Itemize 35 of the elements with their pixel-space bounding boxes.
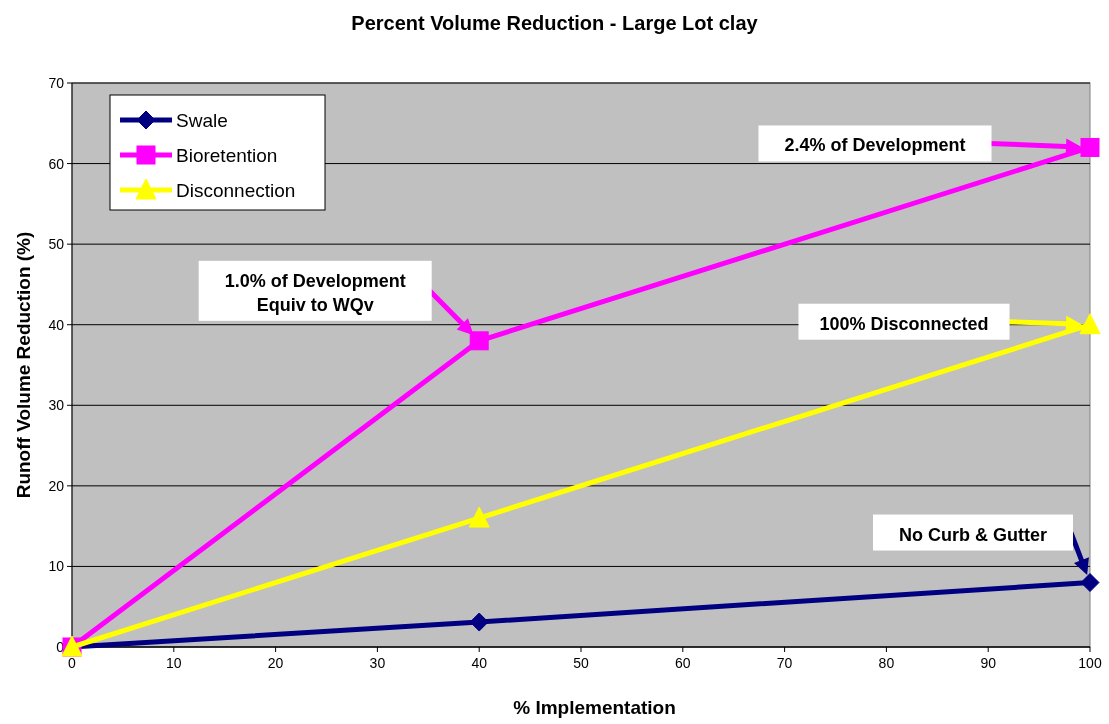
- x-tick-label: 0: [68, 655, 77, 671]
- annotation: 1.0% of Development Equiv to WQv: [224, 270, 406, 315]
- x-tick-label: 100: [1078, 655, 1102, 671]
- y-tick-label: 30: [48, 397, 65, 414]
- point: [469, 612, 489, 632]
- x-tick-label: 10: [166, 655, 182, 671]
- y-tick-label: 40: [48, 316, 65, 333]
- annotation: 2.4% of Development: [784, 135, 966, 156]
- point: [469, 331, 489, 351]
- x-tick-label: 60: [675, 655, 691, 671]
- y-tick-label: 10: [48, 558, 65, 575]
- x-tick-label: 30: [369, 655, 386, 671]
- legend-label: Bioretention: [176, 145, 278, 166]
- y-tick-label: 60: [48, 155, 65, 172]
- annotation: No Curb & Gutter: [899, 524, 1047, 545]
- annotation: 100% Disconnected: [819, 313, 989, 334]
- point: [1080, 573, 1100, 593]
- chart-title: Percent Volume Reduction - Large Lot clay: [351, 12, 759, 34]
- point: [1079, 313, 1101, 335]
- x-tick-label: 20: [267, 655, 284, 671]
- x-tick-label: 80: [878, 655, 895, 671]
- y-axis-title: Runoff Volume Reduction (%): [13, 231, 34, 499]
- point: [468, 506, 490, 528]
- x-tick-label: 40: [471, 655, 488, 671]
- y-tick-label: 50: [48, 236, 65, 253]
- x-tick-label: 90: [980, 655, 997, 671]
- legend-label: Swale: [176, 110, 228, 131]
- y-tick-label: 70: [48, 75, 65, 91]
- x-axis-title: % Implementation: [513, 697, 676, 718]
- y-tick-label: 20: [48, 477, 65, 494]
- y-tick-label: 0: [56, 639, 65, 655]
- x-tick-label: 50: [573, 655, 589, 671]
- x-tick-label: 70: [776, 655, 793, 671]
- legend-label: Disconnection: [176, 180, 296, 201]
- point: [1080, 137, 1100, 157]
